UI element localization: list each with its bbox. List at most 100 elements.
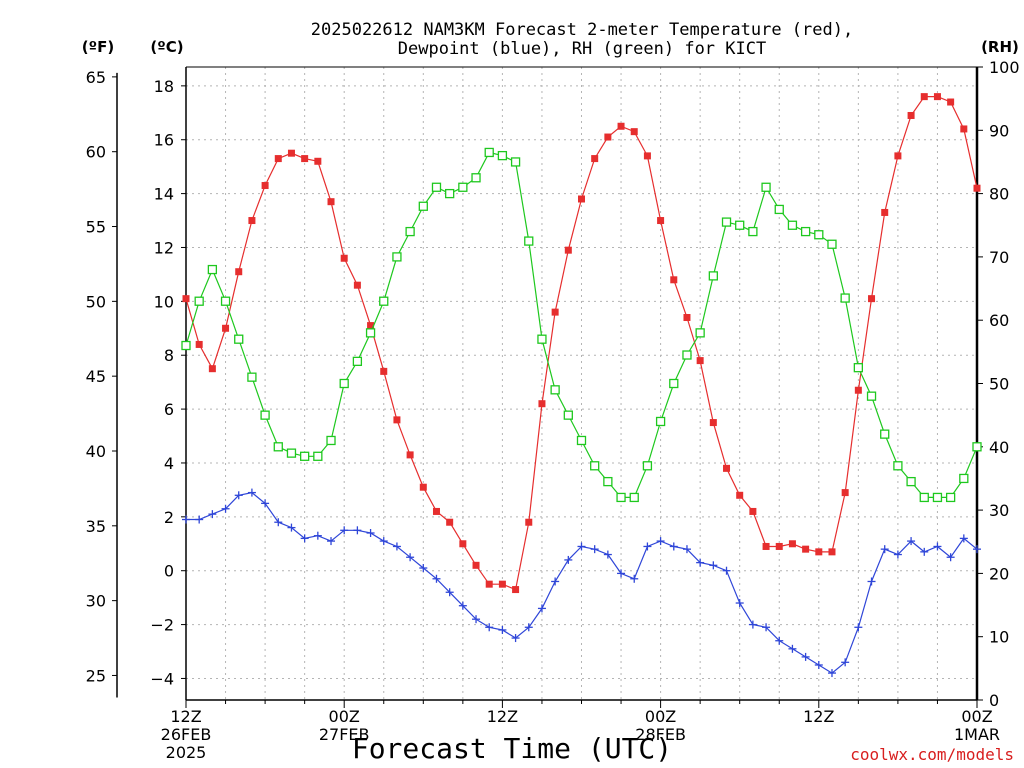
dewpoint-point [221,504,230,513]
dewpoint-point [524,623,533,632]
dewpoint-point [195,515,204,524]
temperature-point [617,122,625,130]
fahrenheit-tick-label: 35 [86,517,106,536]
dewpoint-point [801,652,810,661]
temperature-point [235,268,243,276]
rh-point [893,461,903,471]
dewpoint-point [432,574,441,583]
rh-point [932,492,943,503]
rh-point [458,182,468,192]
temperature-point [578,195,585,203]
rh-tick-label: 40 [989,438,1009,457]
dewpoint-point [458,601,467,610]
rh-point [708,271,718,281]
x-tick-label-line: 12Z [803,707,834,726]
x-tick-label: 12Z [803,707,834,726]
temperature-point [287,149,295,157]
x-tick-label: 00Z 28FEB [635,707,686,744]
dewpoint-point [353,526,362,535]
rh-point [392,252,402,262]
rh-point [484,147,494,158]
rh-tick-label: 50 [989,375,1009,394]
dewpoint-point [669,542,678,551]
x-tick-label: 00Z 1MAR [954,707,1000,744]
rh-point [313,451,323,461]
dewpoint-point [867,577,876,586]
dewpoint-point [959,534,968,543]
rh-point [286,448,297,458]
temperature-point [736,491,744,499]
rh-point [629,492,639,503]
credit-text: coolwx.com/models [850,745,1014,764]
dewpoint-point [577,542,586,551]
dewpoint-point [274,518,283,527]
x-tick-label: 12Z [487,707,518,726]
title-line-2: Dewpoint (blue), RH (green) for KICT [398,39,766,59]
temperature-point [472,561,480,569]
rh-point [418,201,428,211]
dewpoint-point [366,528,375,537]
fahrenheit-tick-label: 65 [86,68,106,87]
temperature-point [274,155,282,163]
rh-tick-label: 0 [989,691,999,710]
chart-title: 2025022612 NAM3KM Forecast 2-meter Tempe… [311,20,853,59]
temperature-point [551,308,559,316]
rh-series [181,147,982,503]
celsius-tick-label: 0 [164,562,174,581]
temperature-point [670,276,678,284]
dewpoint-point [696,558,705,567]
rh-point [550,385,560,395]
dewpoint-point [682,545,691,554]
celsius-tick-label: −2 [150,616,174,635]
dewpoint-point [182,515,190,524]
rh-point [616,492,626,503]
dewpoint-point [814,660,823,669]
temperature-point [261,182,269,190]
axes: −4 −2 0 2 4 6 8 10 12 14 16 18 25 30 35 40 45 50 55 60 65 0 10… [86,58,1020,762]
rh-point [563,410,573,420]
celsius-tick-label: 6 [164,400,174,419]
x-tick-label-line: 00Z [645,707,676,726]
rh-point [919,492,929,503]
rh-point [642,461,653,471]
dewpoint-point [933,542,942,551]
x-tick-label-line: 28FEB [635,725,686,744]
temperature-point [657,217,665,225]
series-layer [181,93,982,678]
rh-point [721,217,732,227]
temperature-point [749,507,757,515]
rh-tick-label: 60 [989,311,1009,330]
rh-point [260,410,270,420]
dewpoint-point [551,577,560,586]
temperature-point [446,518,454,526]
dewpoint-point [445,588,454,597]
dewpoint-point [907,537,916,546]
rh-tick-label: 90 [989,121,1009,140]
dewpoint-point [261,499,270,508]
dewpoint-point [234,491,243,500]
rh-point [379,296,389,306]
temperature-point [367,322,375,330]
rh-point [299,451,310,461]
temperature-point [894,152,902,160]
fahrenheit-tick-label: 25 [86,666,106,685]
dewpoint-point [788,644,797,653]
temperature-point [525,518,533,526]
x-tick-label-line: 00Z [329,707,360,726]
dewpoint-line [186,491,978,674]
rh-point [840,293,850,303]
temperature-point [802,545,810,553]
temperature-point [393,416,401,424]
temperature-point [340,254,348,262]
dewpoint-point [564,555,573,564]
rh-point [194,296,204,306]
fahrenheit-tick-label: 60 [86,143,106,162]
temperature-point [907,111,915,119]
dewpoint-point [379,537,388,546]
rh-point [497,150,508,161]
dewpoint-point [590,545,599,554]
temperature-point [314,157,322,165]
dewpoint-point [340,526,349,535]
temperature-point [419,483,427,491]
dewpoint-point [827,669,836,678]
